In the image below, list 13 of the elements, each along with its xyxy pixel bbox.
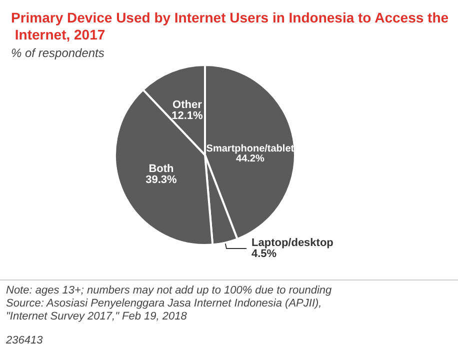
slice-label: Other xyxy=(172,98,203,111)
chart-subtitle: % of respondents xyxy=(11,46,104,60)
source-note: Source: Asosiasi Penyelenggara Jasa Internet Indonesia (APJII), "Internet Survey 2017," Feb 19, 2018 xyxy=(6,298,325,322)
data-label: 12.1% xyxy=(172,110,204,122)
data-label: 39.3% xyxy=(146,174,178,186)
data-label: 4.5% xyxy=(252,248,277,260)
slice-label: Smartphone/tablet xyxy=(206,144,295,155)
slice-label: Both xyxy=(148,163,174,176)
text: 236413 xyxy=(5,334,44,346)
chart-title: Primary Device Used by Internet Users in Indonesia to Access the Internet, 2017 xyxy=(11,10,449,42)
text: Note: ages 13+; numbers may not add up to 100% due to rounding xyxy=(6,284,333,296)
slice-label: Laptop/desktop xyxy=(252,237,334,250)
data-label: 44.2% xyxy=(236,154,264,165)
